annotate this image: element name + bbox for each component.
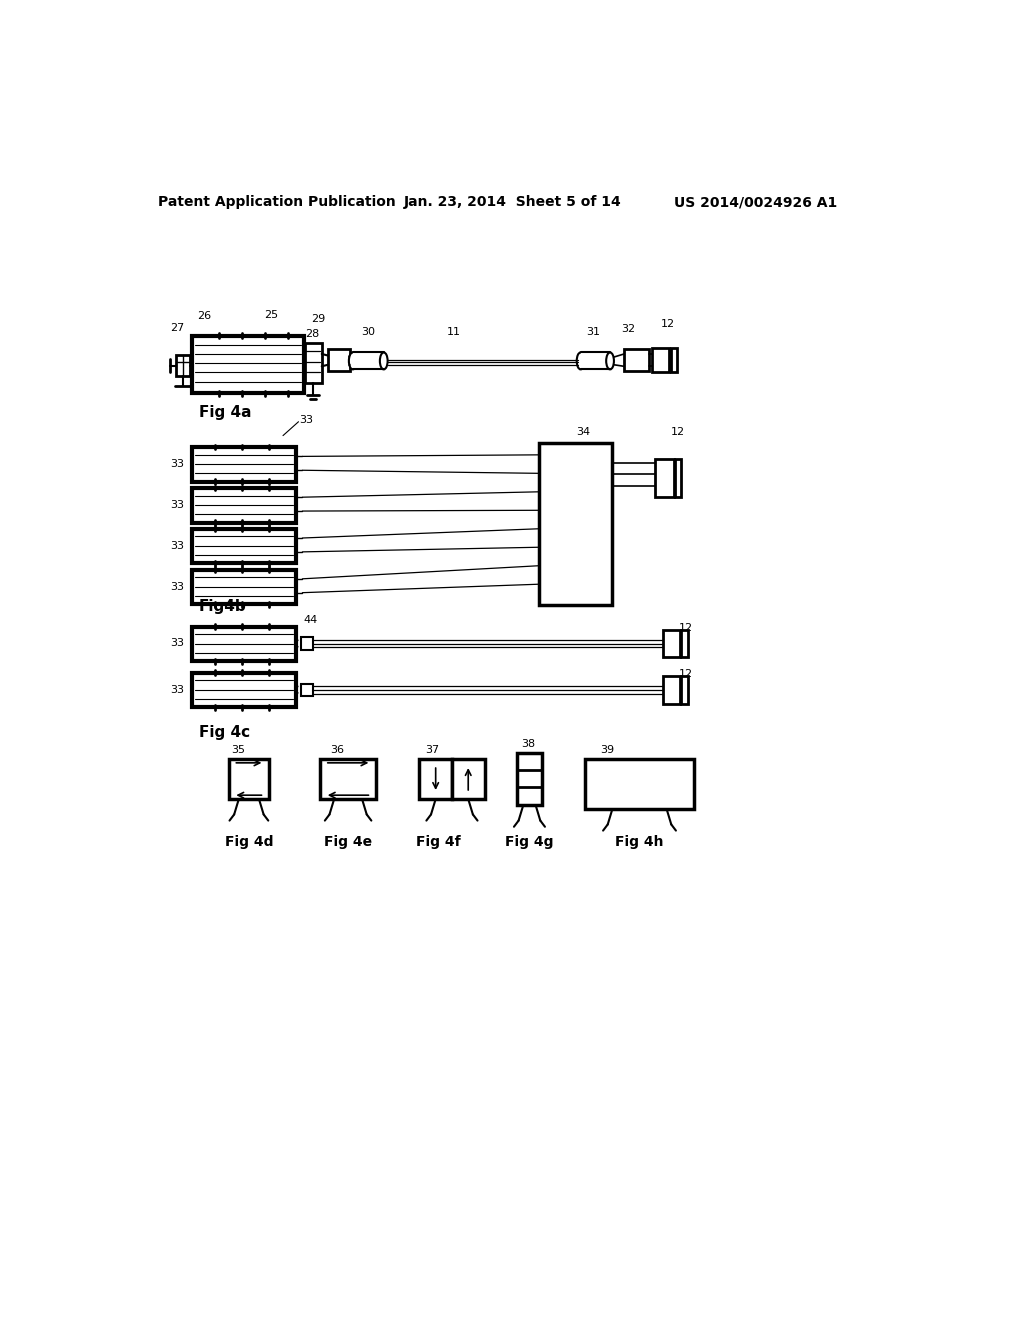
Bar bbox=[191, 627, 296, 661]
Bar bbox=[191, 335, 304, 393]
Bar bbox=[228, 759, 269, 799]
Text: Fig 4f: Fig 4f bbox=[416, 836, 461, 849]
Bar bbox=[671, 348, 677, 372]
Bar bbox=[301, 638, 313, 649]
Bar bbox=[517, 752, 542, 805]
Text: 44: 44 bbox=[303, 615, 317, 626]
Ellipse shape bbox=[606, 352, 614, 370]
Text: 37: 37 bbox=[425, 744, 439, 755]
Text: 33: 33 bbox=[170, 541, 184, 550]
Bar bbox=[321, 759, 376, 799]
Bar bbox=[328, 350, 349, 371]
Text: Jan. 23, 2014  Sheet 5 of 14: Jan. 23, 2014 Sheet 5 of 14 bbox=[404, 195, 622, 210]
Text: 30: 30 bbox=[361, 326, 375, 337]
Text: Patent Application Publication: Patent Application Publication bbox=[158, 195, 395, 210]
Text: 33: 33 bbox=[170, 459, 184, 469]
Bar bbox=[420, 759, 452, 799]
Bar bbox=[452, 759, 484, 799]
Bar bbox=[586, 759, 693, 809]
Bar bbox=[191, 488, 296, 523]
Text: 32: 32 bbox=[622, 325, 636, 334]
Text: 33: 33 bbox=[170, 500, 184, 510]
Bar bbox=[176, 355, 190, 376]
Text: Fig4b: Fig4b bbox=[199, 599, 247, 614]
Bar bbox=[681, 630, 687, 657]
Text: Fig 4h: Fig 4h bbox=[615, 836, 664, 849]
Bar bbox=[352, 352, 384, 370]
Bar bbox=[305, 343, 322, 383]
Bar bbox=[539, 444, 612, 605]
Bar bbox=[191, 529, 296, 564]
Bar bbox=[581, 352, 610, 370]
Text: 12: 12 bbox=[671, 426, 685, 437]
Bar bbox=[681, 676, 687, 704]
Text: Fig 4d: Fig 4d bbox=[224, 836, 273, 849]
Text: 11: 11 bbox=[446, 326, 461, 337]
Bar bbox=[652, 348, 669, 372]
Ellipse shape bbox=[577, 352, 585, 370]
Text: 26: 26 bbox=[197, 312, 211, 321]
Text: Fig 4c: Fig 4c bbox=[199, 725, 250, 739]
Text: 33: 33 bbox=[170, 639, 184, 648]
Text: 28: 28 bbox=[305, 329, 319, 339]
Bar bbox=[191, 570, 296, 605]
Text: Fig 4e: Fig 4e bbox=[324, 836, 372, 849]
Text: Fig 4g: Fig 4g bbox=[505, 836, 554, 849]
Text: 25: 25 bbox=[264, 310, 279, 319]
Text: Fig 4a: Fig 4a bbox=[199, 405, 251, 420]
Text: 33: 33 bbox=[299, 416, 313, 425]
Bar bbox=[301, 684, 313, 696]
Bar bbox=[663, 630, 680, 657]
Bar bbox=[624, 350, 649, 371]
Text: 33: 33 bbox=[170, 582, 184, 591]
Bar bbox=[675, 459, 681, 498]
Text: 33: 33 bbox=[170, 685, 184, 694]
Text: 36: 36 bbox=[331, 744, 344, 755]
Bar bbox=[191, 673, 296, 708]
Text: 12: 12 bbox=[662, 319, 675, 329]
Text: 27: 27 bbox=[170, 323, 184, 333]
Text: 12: 12 bbox=[679, 623, 693, 634]
Text: 35: 35 bbox=[231, 744, 245, 755]
Ellipse shape bbox=[380, 352, 388, 370]
Text: 34: 34 bbox=[577, 426, 591, 437]
Text: 38: 38 bbox=[521, 739, 535, 748]
Bar bbox=[191, 447, 296, 482]
Text: 31: 31 bbox=[586, 326, 600, 337]
Bar bbox=[663, 676, 680, 704]
Text: 29: 29 bbox=[310, 314, 325, 323]
Text: 39: 39 bbox=[600, 744, 614, 755]
Text: US 2014/0024926 A1: US 2014/0024926 A1 bbox=[674, 195, 838, 210]
Text: 12: 12 bbox=[679, 669, 693, 680]
Bar bbox=[655, 459, 674, 498]
Ellipse shape bbox=[349, 352, 356, 370]
